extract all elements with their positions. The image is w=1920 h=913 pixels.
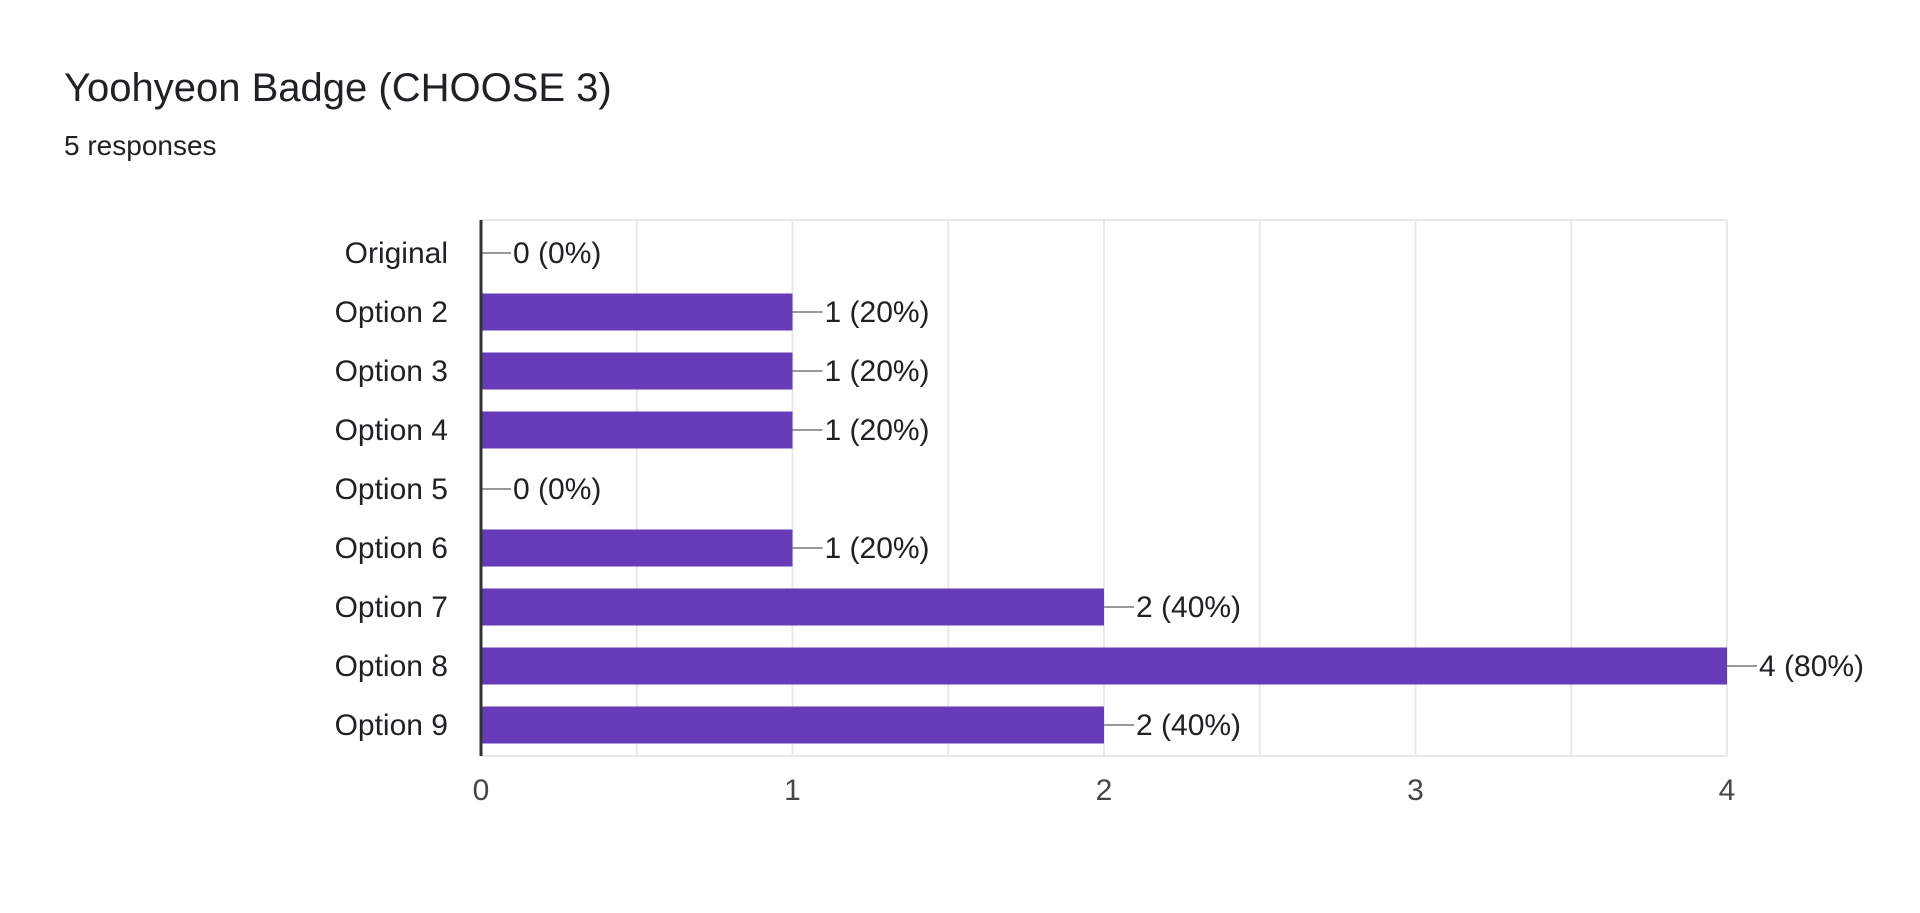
bar <box>481 352 793 390</box>
x-tick-label: 2 <box>1096 774 1113 807</box>
bar <box>481 706 1104 744</box>
x-tick-label: 3 <box>1407 774 1424 807</box>
category-label: Option 6 <box>335 532 448 565</box>
bar <box>481 411 793 449</box>
data-label: 1 (20%) <box>825 414 930 447</box>
data-label: 1 (20%) <box>825 355 930 388</box>
bar <box>481 529 793 567</box>
bar <box>481 647 1727 685</box>
data-label: 0 (0%) <box>513 237 601 270</box>
category-label: Option 2 <box>335 296 448 329</box>
category-label: Original <box>345 237 448 270</box>
bar <box>481 293 793 331</box>
data-label: 1 (20%) <box>825 296 930 329</box>
response-count: 5 responses <box>64 130 217 161</box>
category-label: Option 4 <box>335 414 448 447</box>
x-tick-label: 1 <box>784 774 801 807</box>
data-label: 0 (0%) <box>513 473 601 506</box>
data-label: 4 (80%) <box>1759 650 1864 683</box>
x-tick-label: 0 <box>473 774 490 807</box>
bar <box>481 588 1104 626</box>
category-label: Option 9 <box>335 709 448 742</box>
category-label: Option 3 <box>335 355 448 388</box>
category-label: Option 5 <box>335 473 448 506</box>
category-label: Option 8 <box>335 650 448 683</box>
data-label: 2 (40%) <box>1136 709 1241 742</box>
category-label: Option 7 <box>335 591 448 624</box>
x-tick-label: 4 <box>1719 774 1736 807</box>
data-label: 2 (40%) <box>1136 591 1241 624</box>
data-label: 1 (20%) <box>825 532 930 565</box>
chart-title: Yoohyeon Badge (CHOOSE 3) <box>64 66 612 110</box>
